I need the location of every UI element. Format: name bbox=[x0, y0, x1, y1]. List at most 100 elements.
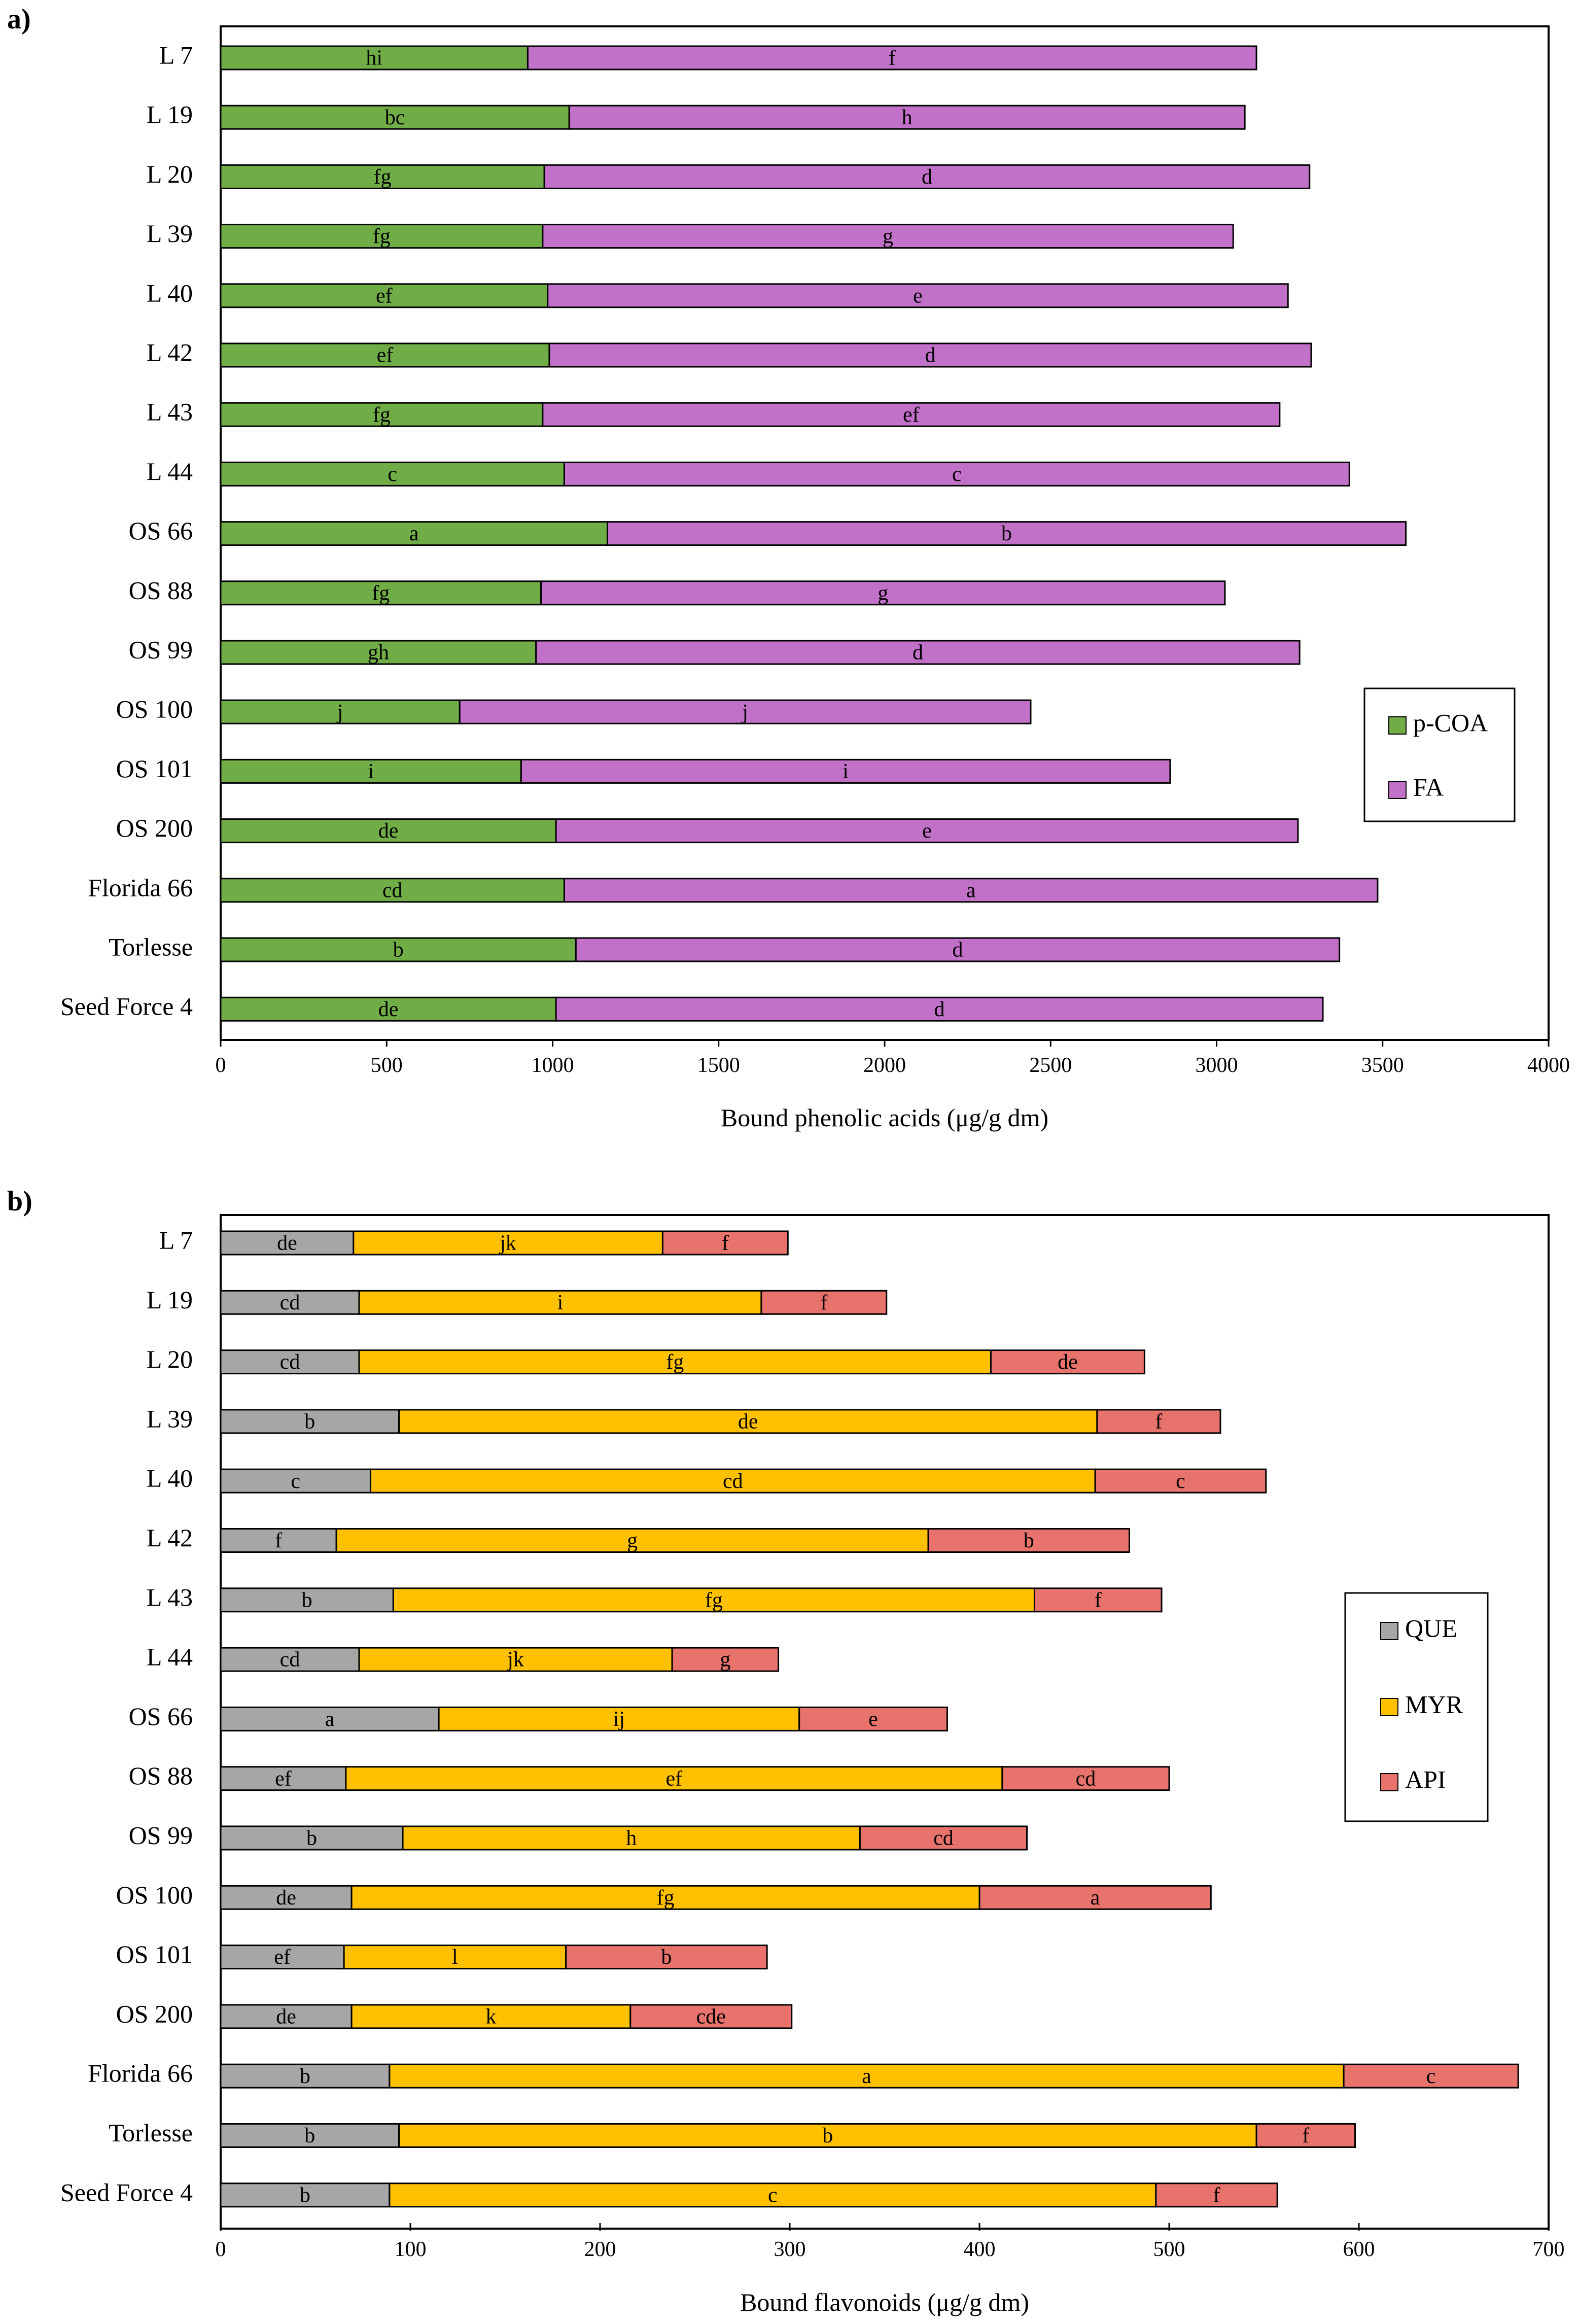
significance-letter: fg bbox=[374, 165, 392, 189]
significance-letter: f bbox=[722, 1232, 729, 1255]
significance-letter: e bbox=[922, 819, 932, 843]
significance-letter: fg bbox=[657, 1886, 675, 1910]
x-tick-label: 500 bbox=[371, 1054, 403, 1077]
significance-letter: fg bbox=[373, 225, 391, 248]
category-label: L 39 bbox=[147, 219, 193, 248]
category-label: L 40 bbox=[147, 1464, 193, 1493]
significance-letter: a bbox=[325, 1708, 335, 1731]
significance-letter: b bbox=[661, 1946, 672, 1969]
bar-segment-fa bbox=[542, 402, 1281, 427]
significance-letter: d bbox=[952, 939, 963, 962]
legend-label-myr: MYR bbox=[1405, 1690, 1463, 1718]
significance-letter: ef bbox=[275, 1767, 292, 1790]
bar-segment-api bbox=[978, 1885, 1212, 1910]
bar-segment-api bbox=[859, 1825, 1028, 1851]
significance-letter: g bbox=[627, 1529, 638, 1552]
bar-segment-p-coa bbox=[220, 878, 565, 903]
significance-letter: de bbox=[277, 1232, 297, 1255]
legend-box-b bbox=[1344, 1592, 1489, 1822]
significance-letter: ij bbox=[613, 1708, 625, 1731]
significance-letter: i bbox=[557, 1291, 564, 1314]
bar-segment-p-coa bbox=[220, 818, 557, 844]
bar-segment-fa bbox=[606, 521, 1407, 546]
category-label: L 44 bbox=[147, 1643, 193, 1671]
significance-letter: jk bbox=[499, 1232, 516, 1255]
panel-label-a: a) bbox=[7, 4, 31, 35]
x-ticks-b: 0 100 200 300 400 500 600 700 bbox=[216, 2223, 1565, 2261]
bar-segment-myr bbox=[358, 1647, 673, 1672]
bar-segment-myr bbox=[350, 2004, 632, 2029]
x-tick-label: 0 bbox=[216, 1054, 226, 1077]
significance-letter: j bbox=[741, 701, 748, 724]
category-label: L 43 bbox=[147, 1583, 193, 1611]
category-label: Torlesse bbox=[109, 2119, 193, 2147]
significance-letter: h bbox=[902, 106, 913, 129]
legend-swatch-que bbox=[1380, 1622, 1398, 1640]
significance-letter: h bbox=[626, 1827, 637, 1850]
bar-segment-fa bbox=[459, 699, 1032, 724]
bar-segment-que bbox=[220, 2182, 391, 2208]
category-label: OS 101 bbox=[116, 1940, 193, 1968]
legend-label-que: QUE bbox=[1405, 1614, 1457, 1642]
bar-segment-p-coa bbox=[220, 580, 542, 606]
bar-segment-fa bbox=[555, 818, 1299, 844]
x-tick-label: 3000 bbox=[1196, 1054, 1238, 1077]
significance-letter: b bbox=[393, 939, 404, 962]
bar-segment-myr bbox=[358, 1349, 992, 1375]
x-tick-label: 100 bbox=[395, 2238, 427, 2261]
significance-letter: c bbox=[1426, 2065, 1436, 2088]
significance-letter: a bbox=[1091, 1886, 1100, 1910]
bar-segment-myr bbox=[402, 1825, 861, 1851]
bar-segment-api bbox=[565, 1945, 768, 1970]
x-tick-label: 2000 bbox=[863, 1054, 906, 1077]
category-label: OS 200 bbox=[116, 814, 193, 842]
x-axis-title-a: Bound phenolic acids (μg/g dm) bbox=[721, 1103, 1048, 1132]
significance-letter: i bbox=[843, 760, 849, 783]
bar-segment-fa bbox=[563, 461, 1350, 487]
bar-segment-p-coa bbox=[220, 45, 529, 71]
bar-segment-fa bbox=[568, 105, 1246, 130]
significance-letter: cde bbox=[696, 2005, 726, 2029]
x-tick-label: 2500 bbox=[1029, 1054, 1072, 1077]
significance-letter: de bbox=[1058, 1350, 1078, 1374]
significance-letter: b bbox=[304, 1410, 315, 1434]
bar-segment-myr bbox=[392, 1587, 1035, 1613]
significance-letter: fg bbox=[705, 1588, 723, 1612]
bar-segment-myr bbox=[369, 1468, 1096, 1494]
significance-letter: b bbox=[300, 2065, 310, 2088]
significance-letter: ef bbox=[377, 344, 394, 367]
significance-letter: a bbox=[862, 2065, 871, 2088]
significance-letter: cd bbox=[933, 1827, 954, 1850]
category-label: OS 100 bbox=[116, 1881, 193, 1909]
bar-segment-p-coa bbox=[220, 164, 545, 189]
bar-segment-que bbox=[220, 1647, 360, 1672]
legend-box-a bbox=[1363, 687, 1516, 822]
bar-segment-fa bbox=[563, 878, 1379, 903]
bar-segment-p-coa bbox=[220, 224, 544, 249]
category-label: OS 66 bbox=[129, 516, 193, 545]
bar-segment-que bbox=[220, 1766, 347, 1791]
significance-letter: k bbox=[485, 2005, 496, 2029]
bar-segment-fa bbox=[555, 996, 1324, 1022]
significance-letter: cd bbox=[382, 879, 403, 902]
significance-letter: g bbox=[720, 1648, 730, 1672]
significance-letter: c bbox=[1176, 1470, 1185, 1493]
bar-segment-myr bbox=[335, 1528, 929, 1553]
significance-letter: f bbox=[275, 1529, 282, 1552]
bar-segment-que bbox=[220, 2063, 391, 2089]
x-tick-label: 200 bbox=[584, 2238, 616, 2261]
significance-letter: de bbox=[378, 998, 399, 1021]
significance-letter: b bbox=[300, 2183, 310, 2207]
bar-segment-api bbox=[1096, 1409, 1221, 1434]
legend-swatch-api bbox=[1380, 1773, 1398, 1791]
panel-label-b: b) bbox=[7, 1186, 32, 1217]
category-label: L 20 bbox=[147, 1345, 193, 1373]
bar-segment-que bbox=[220, 1885, 353, 1910]
category-labels-a: L 7 L 19 L 20 L 39 L 40 L 42 L 43 L 44 OS 66 OS 8… bbox=[60, 41, 193, 1020]
bar-segment-fa bbox=[542, 224, 1234, 249]
significance-letter: f bbox=[889, 47, 896, 70]
bar-segment-myr bbox=[389, 2182, 1157, 2208]
significance-letter: gh bbox=[368, 641, 389, 665]
bar-segment-p-coa bbox=[220, 283, 549, 308]
